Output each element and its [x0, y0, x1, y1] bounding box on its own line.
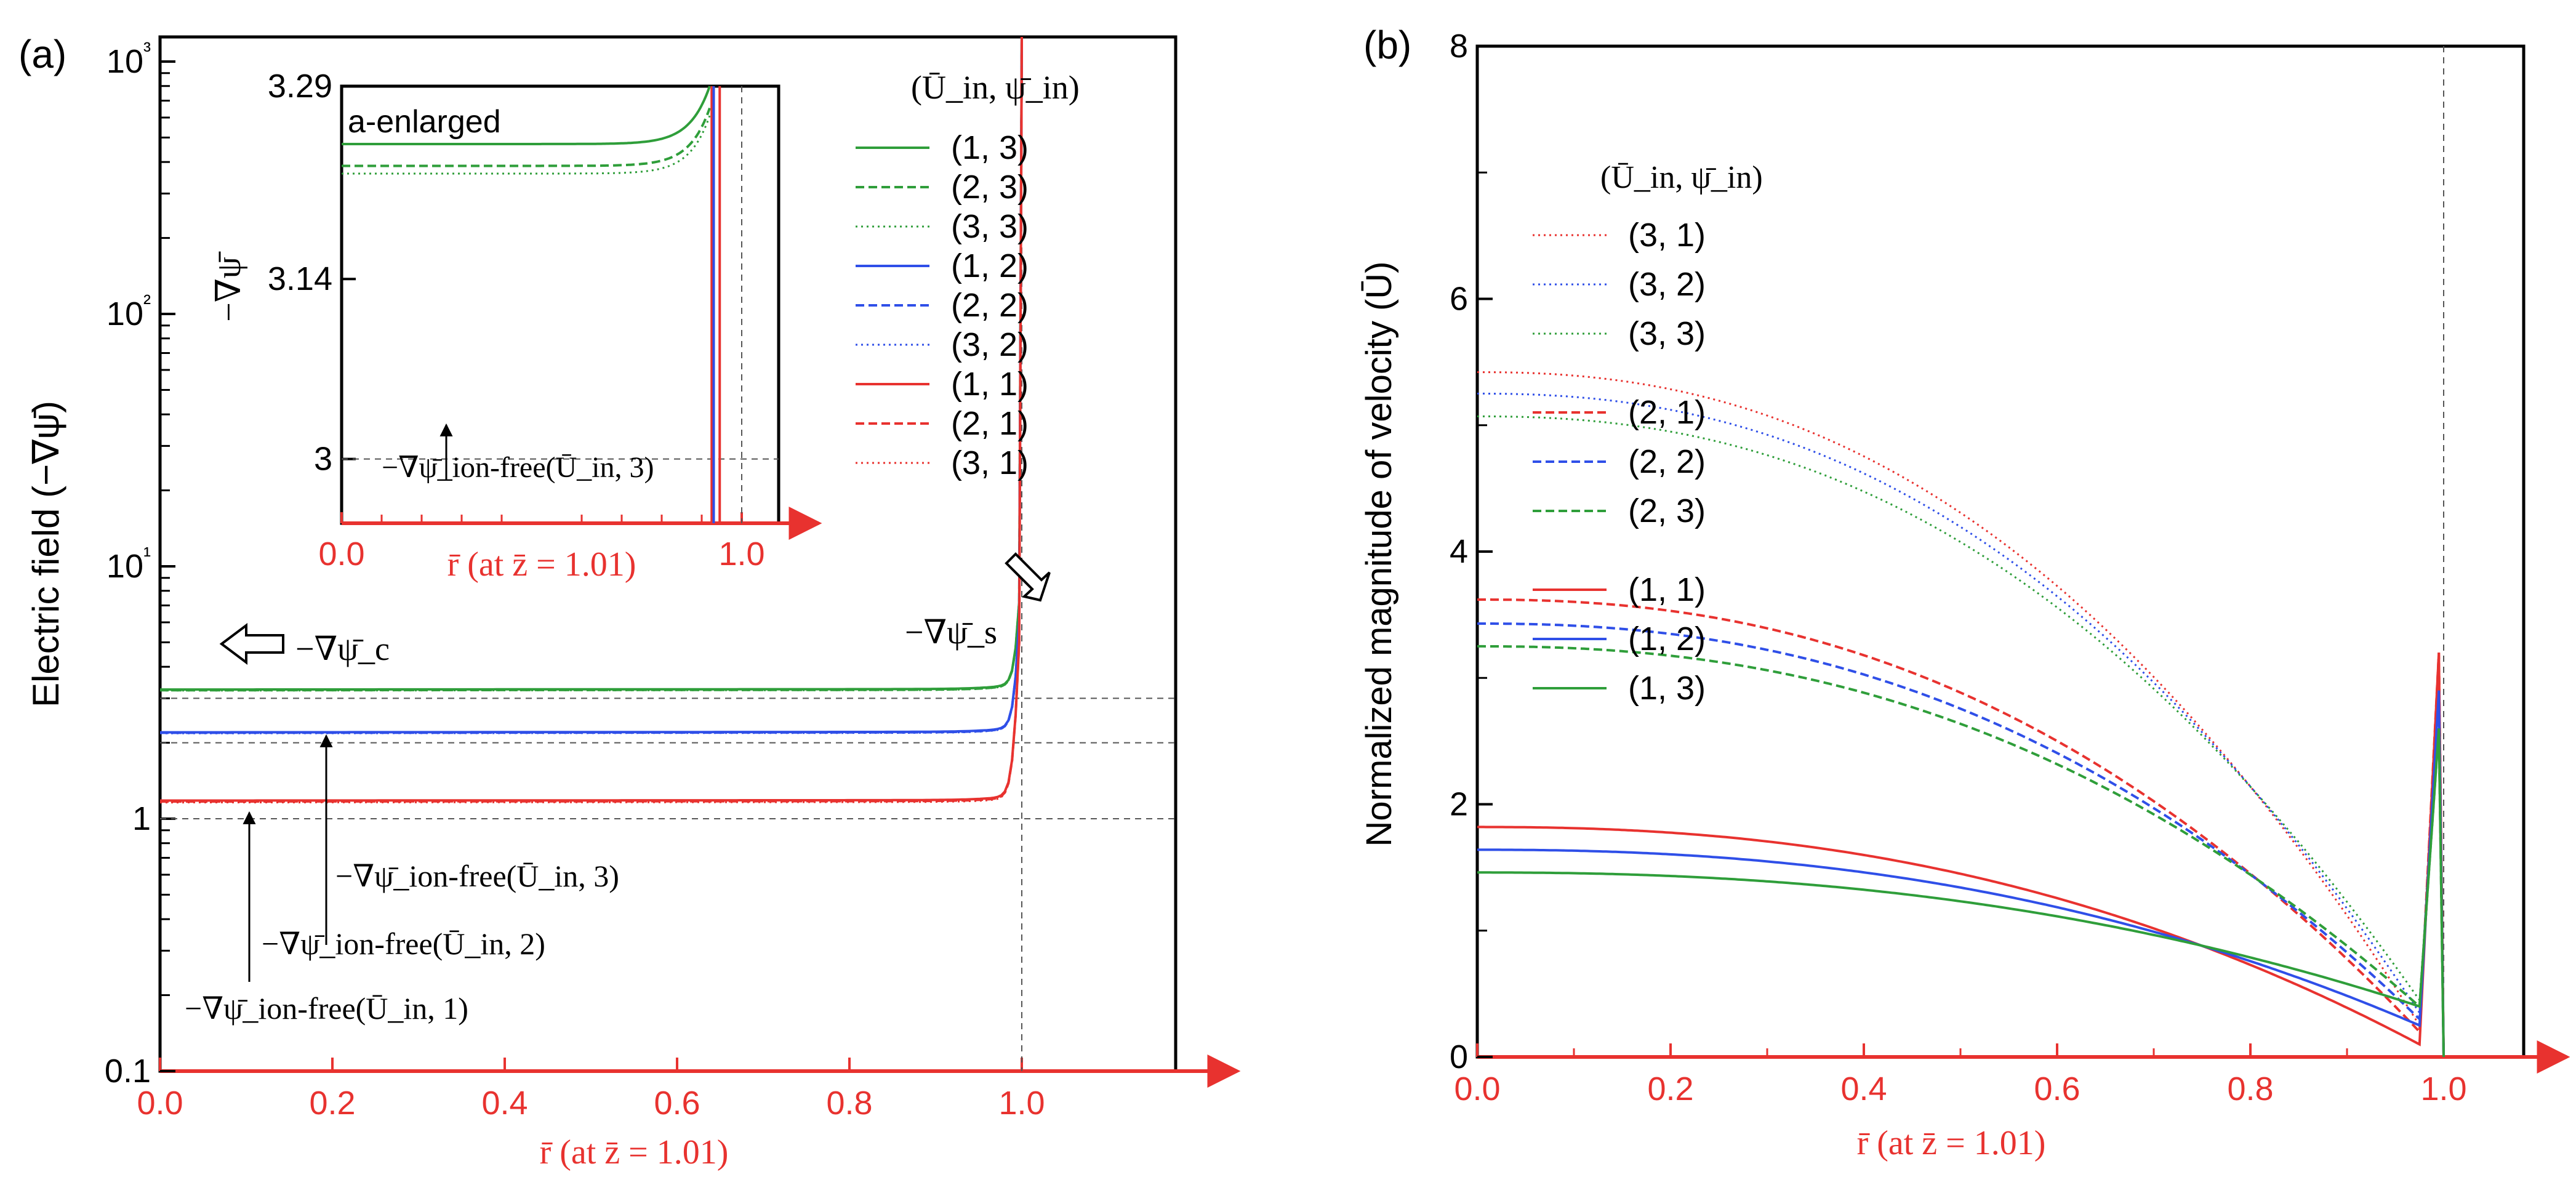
panel-b-legend-title: (Ū_in, ψ̄_in)	[1600, 160, 1763, 195]
inset-frame	[340, 84, 780, 525]
panel-b-legend-label: (1, 1)	[1628, 571, 1706, 608]
panel-a-x-tick-label: 0.6	[654, 1085, 700, 1122]
panel-a-ylabel: Electric field (−∇ψ̄)	[25, 401, 66, 707]
inset-series-23	[342, 107, 711, 167]
panel-b-series-21	[1477, 598, 2445, 1058]
panel-b-legend: (3, 1) (3, 2) (3, 3) (2, 1) (2, 2) (2, 3) (1, …	[1533, 217, 1706, 707]
panel-a-series-22	[160, 36, 1023, 734]
panel-b-xlabel: r̄ (at z̄ = 1.01)	[1857, 1124, 2046, 1162]
core-field-label: −∇ψ̄_c	[295, 630, 390, 667]
inset-y-tick-label: 3.29	[268, 68, 332, 105]
panel-b-x-tick-label: 0.8	[2227, 1071, 2273, 1107]
panel-b-x-tick-label: 0.2	[1647, 1071, 1693, 1107]
panel-a-x-tick-label: 0.4	[481, 1085, 528, 1122]
inset-xlabel: r̄ (at z̄ = 1.01)	[447, 545, 636, 584]
inset-ticks: 0.0 1.0 3 3.14 3.29	[268, 68, 779, 572]
ref1-label: −∇ψ̄_ion-free(Ū_in, 1)	[185, 991, 468, 1026]
panel-b-series-11	[1477, 653, 2445, 1058]
panel-b-y-tick-label: 8	[1450, 28, 1468, 65]
panel-a-y-tick-label: 10¹	[106, 542, 151, 585]
panel-b-label: (b)	[1363, 23, 1411, 67]
panel-b-x-tick-label: 1.0	[2420, 1071, 2466, 1107]
panel-b-legend-label: (3, 3)	[1628, 315, 1706, 352]
panel-b-curves	[1477, 371, 2445, 1058]
core-field-arrow-icon	[219, 623, 284, 665]
panel-a-y-tick-label: 10²	[106, 290, 151, 332]
panel-b-legend-label: (1, 3)	[1628, 670, 1706, 707]
panel-b-series-31	[1477, 371, 2445, 1058]
panel-a: (a) 0.0 0.2 0.4 0.6 0.8 1.0 0.1 1 10¹ 10² 10³ Ele…	[18, 32, 1241, 1171]
panel-a-y-tick-label: 10³	[106, 38, 151, 80]
panel-b-legend-label: (2, 3)	[1628, 492, 1706, 529]
panel-a-y-tick-label: 1	[132, 800, 151, 837]
panel-a-x-ticks: 0.0 0.2 0.4 0.6 0.8 1.0	[137, 1058, 1045, 1122]
panel-a-x-tick-label: 1.0	[998, 1085, 1045, 1122]
panel-a-legend-label: (1, 1)	[951, 366, 1029, 403]
panel-a-series-23	[160, 36, 1023, 692]
panel-a-y-tick-label: 0.1	[105, 1053, 151, 1090]
panel-a-legend-label: (2, 1)	[951, 405, 1029, 442]
panel-b-x-tick-label: 0.0	[1454, 1071, 1500, 1107]
ref2-label: −∇ψ̄_ion-free(Ū_in, 2)	[262, 926, 545, 961]
panel-b: (b) 0.0 0.2 0.4 0.6 0.8 1.0 0 2 4 6 8 Normalized …	[1359, 23, 2570, 1162]
panel-a-legend-label: (2, 3)	[951, 169, 1029, 206]
inset-enlarged: a-enlarged 0.0 1.0 3 3.14 3.29 −∇ψ̄ r̄ (at z…	[210, 68, 822, 584]
inset-title: a-enlarged	[348, 104, 501, 140]
panel-a-legend-title: (Ū_in, ψ̄_in)	[911, 69, 1080, 106]
panel-b-series-23	[1477, 645, 2445, 1058]
ref3-label: −∇ψ̄_ion-free(Ū_in, 3)	[335, 859, 619, 893]
inset-x-tick-label: 0.0	[318, 536, 364, 572]
inset-y-tick-label: 3	[314, 441, 332, 478]
surface-field-label: −∇ψ̄_s	[905, 614, 997, 651]
panel-b-ylabel: Normalized magnitude of velocity (Ū)	[1359, 262, 1399, 847]
panel-b-series-12	[1477, 690, 2445, 1058]
panel-a-x-tick-label: 0.2	[309, 1085, 355, 1122]
panel-b-series-13	[1477, 728, 2445, 1058]
panel-a-series-21	[160, 36, 1023, 803]
panel-a-legend-label: (3, 3)	[951, 208, 1029, 245]
inset-curves	[342, 86, 721, 523]
panel-a-legend-label: (1, 2)	[951, 247, 1029, 284]
panel-b-series-22	[1477, 622, 2445, 1058]
panel-b-x-tick-label: 0.6	[2034, 1071, 2080, 1107]
panel-b-y-ticks: 0 2 4 6 8	[1450, 28, 2444, 1075]
panel-b-x-ticks: 0.0 0.2 0.4 0.6 0.8 1.0	[1454, 1043, 2542, 1107]
panel-a-x-tick-label: 0.8	[826, 1085, 872, 1122]
panel-a-x-tick-label: 0.0	[137, 1085, 183, 1122]
inset-ylabel: −∇ψ̄	[210, 251, 248, 322]
panel-b-frame	[1475, 44, 2526, 1059]
panel-a-legend-label: (1, 3)	[951, 129, 1029, 166]
inset-series-13	[342, 86, 711, 145]
panel-b-legend-label: (3, 2)	[1628, 266, 1706, 303]
panel-b-legend-label: (2, 1)	[1628, 394, 1706, 431]
panel-b-legend-label: (1, 2)	[1628, 621, 1706, 657]
panel-a-y-ticks: 0.1 1 10¹ 10² 10³	[105, 38, 175, 1090]
inset-y-tick-label: 3.14	[268, 260, 332, 297]
panel-b-legend-label: (2, 2)	[1628, 443, 1706, 480]
panel-a-legend-label: (3, 1)	[951, 444, 1029, 481]
inset-x-tick-label: 1.0	[718, 536, 764, 572]
inset-series-33	[342, 115, 711, 175]
panel-b-y-tick-label: 6	[1450, 281, 1468, 318]
panel-b-series-32	[1477, 392, 2445, 1058]
panel-b-legend-label: (3, 1)	[1628, 217, 1706, 254]
surface-field-arrow-icon	[1005, 552, 1051, 602]
panel-a-legend: (1, 3)(2, 3)(3, 3)(1, 2)(2, 2)(3, 2)(1, …	[856, 129, 1029, 481]
panel-b-y-tick-label: 2	[1450, 786, 1468, 823]
panel-a-xlabel: r̄ (at z̄ = 1.01)	[540, 1133, 729, 1171]
panel-a-curves	[160, 36, 1023, 804]
panel-a-label: (a)	[18, 32, 66, 76]
panel-a-legend-label: (3, 2)	[951, 326, 1029, 363]
panel-a-legend-label: (2, 2)	[951, 287, 1029, 324]
inset-ref-label: −∇ψ̄_ion-free(Ū_in, 3)	[382, 451, 654, 484]
panel-b-y-tick-label: 4	[1450, 533, 1468, 570]
panel-b-y-tick-label: 0	[1450, 1038, 1468, 1075]
panel-b-x-tick-label: 0.4	[1840, 1071, 1887, 1107]
